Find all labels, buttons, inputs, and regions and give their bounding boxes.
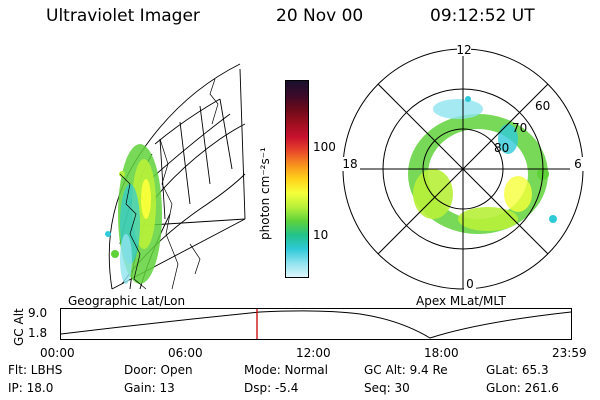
mlt-label-18: 18: [342, 157, 357, 171]
geo-panel-title: Geographic Lat/Lon: [68, 294, 186, 308]
time-label: 09:12:52 UT: [430, 6, 535, 26]
instrument-title: Ultraviolet Imager: [46, 6, 200, 26]
colorbar-unit-label: photon cm⁻²s⁻¹: [258, 147, 272, 240]
lat-label-70: 70: [512, 121, 527, 135]
gc-alt-field: GC Alt: 9.4 Re: [364, 363, 448, 377]
flt-field: Flt: LBHS: [8, 363, 63, 377]
geographic-map-panel: [105, 63, 246, 290]
mlt-label-6: 6: [574, 157, 582, 171]
altitude-strip-plot: [60, 308, 572, 340]
colorbar-tick-100: 100: [313, 140, 336, 154]
mlt-label-12: 12: [456, 44, 471, 57]
seq-field: Seq: 30: [364, 381, 410, 395]
altitude-ylabel: GC Alt: [12, 308, 26, 346]
mode-field: Mode: Normal: [244, 363, 328, 377]
altitude-ymin: 1.8: [28, 326, 48, 340]
xtick-1800: 18:00: [424, 346, 459, 360]
dsp-field: Dsp: -5.4: [244, 381, 299, 395]
mlt-label-0: 0: [466, 277, 474, 291]
polar-grid: [342, 48, 584, 290]
coastline-outlines: [119, 78, 219, 290]
xtick-2359: 23:59: [552, 346, 587, 360]
glon-field: GLon: 261.6: [486, 381, 559, 395]
lat-label-80: 80: [494, 141, 509, 155]
polar-mlat-mlt-plot: 12 18 6 0 60 70 80: [340, 44, 584, 291]
altitude-ymax: 9.0: [28, 306, 48, 320]
gain-field: Gain: 13: [124, 381, 175, 395]
lat-label-60: 60: [535, 99, 550, 113]
ip-field: IP: 18.0: [8, 381, 54, 395]
auroral-oval: [408, 96, 557, 234]
xtick-0600: 06:00: [168, 346, 203, 360]
xtick-0000: 00:00: [40, 346, 75, 360]
colorbar-tick-10: 10: [313, 228, 329, 242]
polar-panel-title: Apex MLat/MLT: [416, 294, 506, 308]
glat-field: GLat: 65.3: [486, 363, 549, 377]
date-label: 20 Nov 00: [276, 6, 364, 26]
colorbar: [285, 80, 309, 278]
xtick-1200: 12:00: [296, 346, 331, 360]
door-field: Door: Open: [124, 363, 193, 377]
